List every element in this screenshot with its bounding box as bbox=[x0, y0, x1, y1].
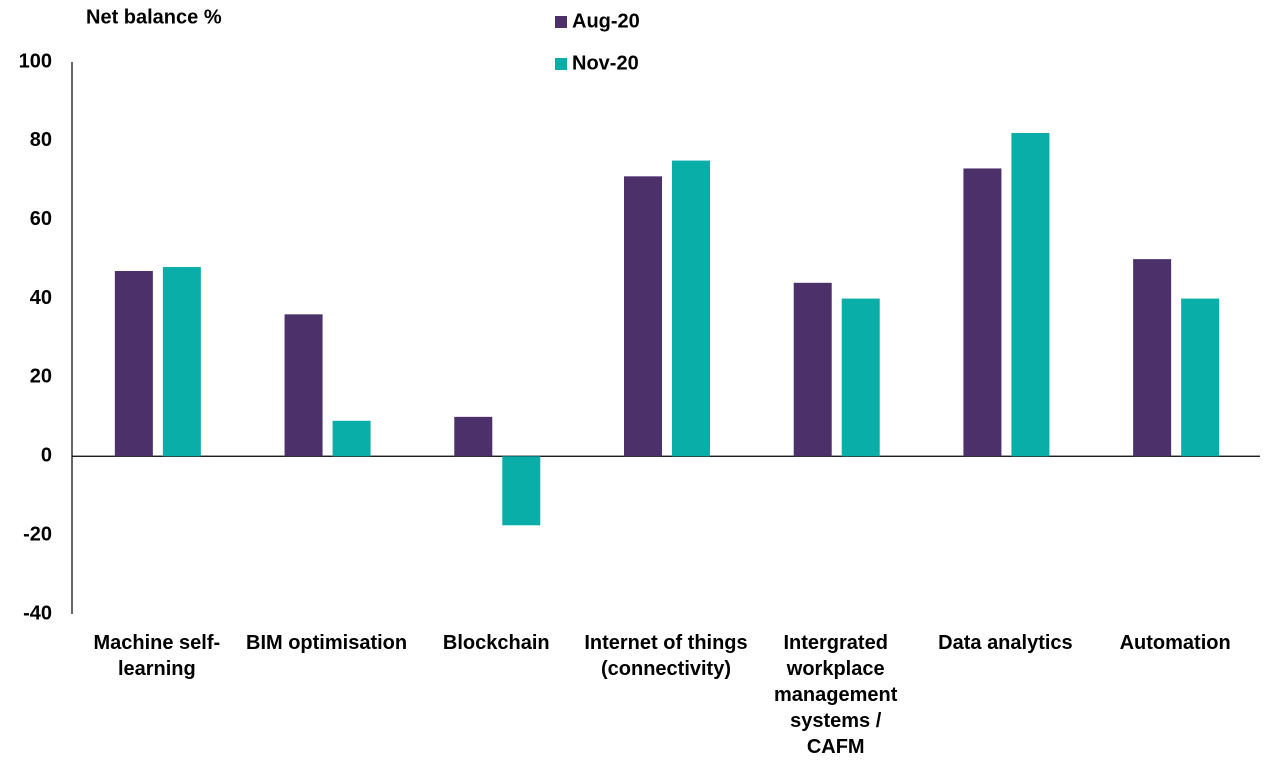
bar bbox=[114, 270, 153, 457]
bar bbox=[793, 282, 832, 457]
y-tick-label: -40 bbox=[23, 602, 52, 624]
bar bbox=[332, 420, 371, 457]
bar bbox=[1011, 132, 1050, 457]
legend-swatch bbox=[555, 16, 567, 28]
x-tick-label: Automation bbox=[1119, 632, 1231, 654]
legend-label: Aug-20 bbox=[572, 10, 640, 32]
bar bbox=[284, 314, 323, 457]
x-tick-label: Intergrated workplace management systems… bbox=[774, 632, 898, 758]
bar bbox=[162, 267, 201, 457]
bar bbox=[1181, 298, 1220, 457]
bar bbox=[963, 168, 1002, 457]
y-tick-label: 80 bbox=[30, 129, 52, 151]
y-tick-label: 40 bbox=[30, 287, 52, 309]
x-tick-label: BIM optimisation bbox=[246, 632, 408, 654]
y-tick-label: 60 bbox=[30, 208, 52, 230]
bar bbox=[624, 176, 662, 457]
y-tick-label: 20 bbox=[30, 366, 52, 388]
x-tick-label: Data analytics bbox=[938, 632, 1073, 654]
bar bbox=[1133, 259, 1172, 457]
x-tick-label: Internet of things (connectivity) bbox=[584, 632, 748, 680]
y-tick-label: 0 bbox=[41, 445, 52, 467]
legend-label: Nov-20 bbox=[572, 52, 639, 74]
bar bbox=[502, 456, 541, 526]
y-tick-label: 100 bbox=[19, 50, 52, 72]
y-axis-title: Net balance % bbox=[86, 6, 222, 28]
y-tick-label: -20 bbox=[23, 523, 52, 545]
x-tick-label: Blockchain bbox=[442, 632, 550, 654]
x-tick-label: Machine self-learning bbox=[93, 632, 221, 680]
bar bbox=[454, 416, 493, 457]
bar bbox=[841, 298, 880, 457]
legend-swatch bbox=[555, 58, 567, 70]
bar bbox=[672, 160, 710, 457]
